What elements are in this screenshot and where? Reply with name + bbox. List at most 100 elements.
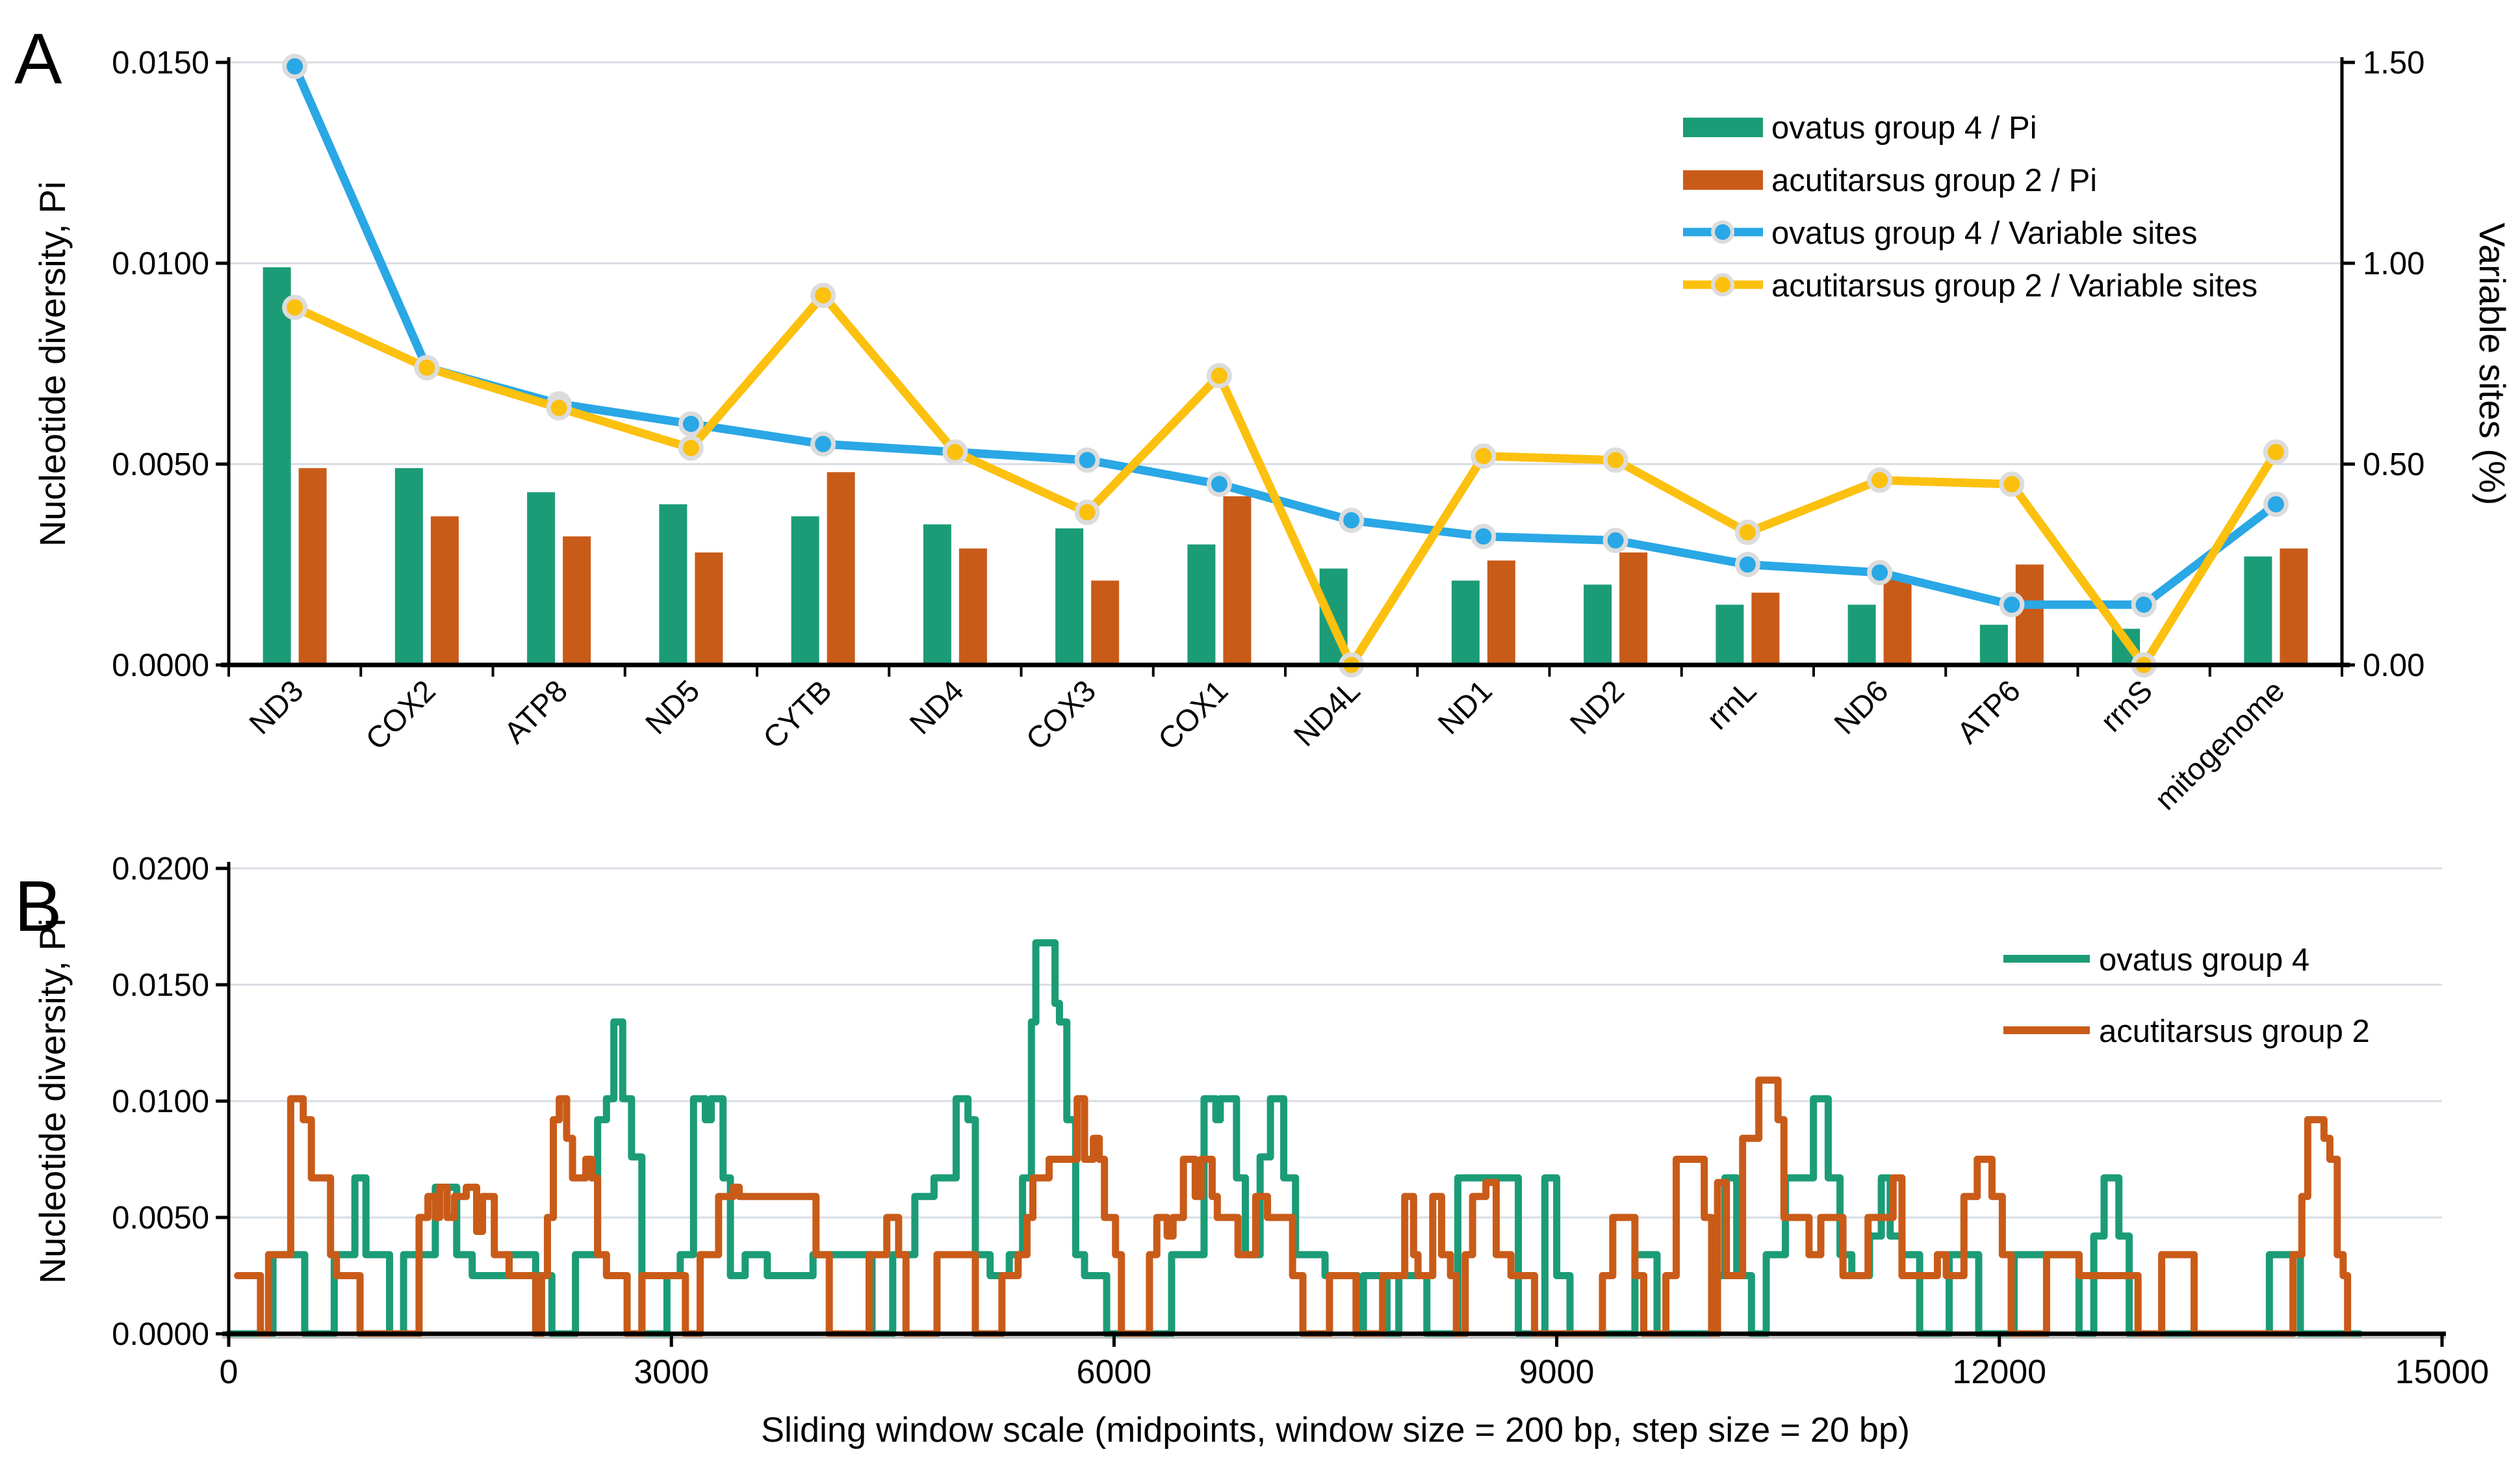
legend-item-ovatus-pi: ovatus group 4 / Pi: [1683, 110, 2037, 146]
tick-label-x: 3000: [634, 1353, 709, 1391]
marker-yellow: [282, 294, 308, 320]
tick-label-y-right: 1.50: [2363, 46, 2424, 81]
marker-blue: [1999, 592, 2025, 618]
marker-yellow: [810, 282, 836, 308]
category-label: ND3: [242, 673, 310, 741]
legend-item-acutitarsus: acutitarsus group 2: [2003, 1014, 2370, 1049]
bar-acutitarsus: [1751, 592, 1780, 665]
bar-ovatus: [1187, 544, 1216, 665]
category-label: ATP8: [497, 673, 574, 750]
bar-acutitarsus: [1619, 552, 1648, 665]
legend-marker-yellow-dot: [1711, 273, 1734, 296]
marker-yellow: [1074, 499, 1100, 525]
bar-ovatus: [1055, 528, 1084, 665]
category-label: COX2: [359, 673, 442, 757]
panel-a-y-right-title: Variable sites (%): [2472, 223, 2513, 506]
legend-swatch-orange-bar: [1683, 170, 1763, 190]
marker-blue: [1074, 447, 1100, 473]
marker-blue: [1734, 552, 1760, 577]
legend-swatch-green-bar: [1683, 118, 1763, 137]
bar-ovatus: [263, 267, 291, 665]
bar-ovatus: [527, 492, 556, 665]
bar-acutitarsus: [695, 552, 723, 665]
marker-yellow: [546, 395, 572, 421]
legend-label: acutitarsus group 2 / Pi: [1771, 163, 2097, 198]
marker-blue: [810, 431, 836, 457]
legend-label: ovatus group 4 / Pi: [1771, 110, 2037, 146]
marker-yellow: [1206, 363, 1232, 389]
panel-a-plot: 0.0000 0.0050 0.0100 0.0150 0.00 0.50 1.00 1.50…: [112, 46, 2424, 816]
tick-label-x: 9000: [1519, 1353, 1595, 1391]
tick-label-y-left: 0.0050: [112, 447, 209, 482]
bar-ovatus: [659, 504, 688, 665]
series-line-yellow: [290, 291, 2280, 670]
marker-blue: [2263, 491, 2289, 517]
bar-ovatus: [1979, 625, 2008, 665]
tick-label-y-left: 0.0150: [112, 46, 209, 81]
tick-label-y-right: 0.50: [2363, 447, 2424, 482]
tick-label-x: 12000: [1952, 1353, 2046, 1391]
marker-blue: [282, 53, 308, 79]
category-label: ND2: [1563, 673, 1630, 741]
panel-b-label: B: [14, 866, 62, 946]
marker-yellow: [942, 439, 968, 465]
category-label: rrnS: [2094, 673, 2159, 738]
marker-yellow: [414, 355, 440, 381]
bar-ovatus: [2244, 556, 2272, 665]
tick-label-y-right: 1.00: [2363, 246, 2424, 281]
category-label: ND4L: [1287, 673, 1366, 753]
marker-blue: [2131, 592, 2157, 618]
marker-yellow: [1734, 519, 1760, 545]
marker-yellow: [1867, 467, 1893, 493]
marker-yellow: [678, 435, 704, 461]
panel-a-label: A: [14, 19, 62, 99]
tick-label-y: 0.0150: [112, 968, 209, 1003]
series-line-blue: [290, 62, 2280, 609]
bar-acutitarsus: [1223, 496, 1252, 665]
panel-b-plot: 0.0000 0.0050 0.0100 0.0150 0.0200 0 3000 6000 9…: [112, 852, 2489, 1391]
tick-label-x: 0: [220, 1353, 238, 1391]
tick-label-y-left: 0.0000: [112, 648, 209, 683]
legend-marker-blue-dot: [1711, 220, 1734, 244]
bar-ovatus: [791, 516, 819, 665]
legend-item-ovatus-variable-sites: ovatus group 4 / Variable sites: [1683, 216, 2198, 251]
legend-item-ovatus: ovatus group 4: [2003, 942, 2309, 978]
bar-acutitarsus: [1091, 580, 1120, 665]
category-label: mitogenome: [2148, 673, 2291, 816]
tick-label-y: 0.0000: [112, 1317, 209, 1352]
bar-ovatus: [1584, 584, 1612, 665]
marker-yellow: [2263, 439, 2289, 465]
bar-acutitarsus: [2280, 548, 2308, 665]
bar-ovatus: [1716, 604, 1744, 665]
marker-blue: [1339, 508, 1365, 534]
legend-label: acutitarsus group 2: [2099, 1014, 2370, 1049]
category-label: ND5: [638, 673, 706, 741]
panel-b-y-title: Nucleotide diversity, Pi: [32, 918, 73, 1284]
panel-a-legend: ovatus group 4 / Pi acutitarsus group 2 …: [1683, 110, 2257, 304]
bar-acutitarsus: [827, 472, 855, 665]
tick-label-x: 6000: [1077, 1353, 1152, 1391]
legend-item-acutitarsus-variable-sites: acutitarsus group 2 / Variable sites: [1683, 268, 2257, 304]
panel-b-x-title: Sliding window scale (midpoints, window …: [761, 1410, 1910, 1450]
marker-yellow: [1471, 443, 1497, 469]
bar-ovatus: [923, 524, 951, 665]
tick-label-y: 0.0200: [112, 852, 209, 887]
category-label: ND1: [1431, 673, 1498, 741]
bar-acutitarsus: [1487, 560, 1515, 665]
series-line-orange: [234, 1076, 2352, 1338]
bar-acutitarsus: [298, 468, 327, 665]
marker-yellow: [1602, 447, 1628, 473]
legend-label: ovatus group 4 / Variable sites: [1771, 216, 2198, 251]
tick-label-y: 0.0100: [112, 1084, 209, 1119]
bar-acutitarsus: [2015, 564, 2044, 665]
legend-label: acutitarsus group 2 / Variable sites: [1771, 268, 2257, 304]
panel-a-y-left-title: Nucleotide diversity, Pi: [32, 181, 73, 547]
category-label: COX3: [1019, 673, 1102, 757]
legend-item-acutitarsus-pi: acutitarsus group 2 / Pi: [1683, 163, 2097, 198]
tick-label-y-right: 0.00: [2363, 648, 2424, 683]
category-label: ND4: [903, 673, 970, 741]
marker-yellow: [1999, 471, 2025, 497]
bar-acutitarsus: [958, 548, 987, 665]
category-label: ATP6: [1950, 673, 2027, 750]
